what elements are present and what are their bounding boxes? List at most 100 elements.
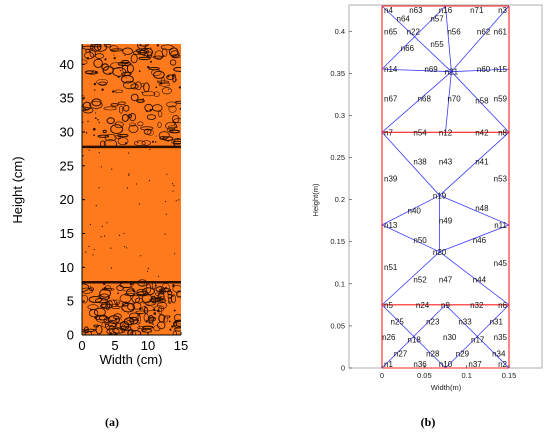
speck-mark <box>132 289 135 293</box>
contour-mark <box>165 121 177 130</box>
speck-mark <box>98 121 100 124</box>
speck-mark <box>165 286 167 289</box>
x-tick-label: 0 <box>380 371 384 380</box>
contour-mark <box>82 329 86 335</box>
contour-mark <box>168 129 181 134</box>
speck-mark <box>169 328 172 331</box>
y-tick-label: 0.35 <box>330 69 345 78</box>
speck-mark <box>86 57 90 60</box>
speck-mark <box>140 255 142 257</box>
node-label-n30: n30 <box>443 333 457 342</box>
speck-mark <box>154 141 157 143</box>
contour-mark <box>121 113 129 123</box>
speck-mark <box>88 245 90 248</box>
speck-mark <box>153 288 155 290</box>
speck-mark <box>171 183 174 185</box>
contour-mark <box>82 106 90 112</box>
speck-mark <box>87 328 89 330</box>
contour-mark <box>89 44 102 52</box>
y-tick-label: 0.4 <box>335 27 345 36</box>
panel-b-plot-frame <box>348 4 543 369</box>
speck-mark <box>155 284 157 287</box>
mesh-line-n8-n21 <box>451 71 510 133</box>
contour-mark <box>118 101 126 106</box>
speck-mark <box>94 117 97 119</box>
speck-mark <box>145 320 148 323</box>
mesh-line-n6-n20 <box>439 251 510 306</box>
speck-mark <box>167 140 169 142</box>
speck-mark <box>116 303 119 306</box>
speck-mark <box>89 285 91 287</box>
contour-mark <box>172 73 177 83</box>
contour-mark <box>128 124 139 134</box>
y-tick-label: 0 <box>67 328 74 343</box>
speck-mark <box>112 90 115 93</box>
node-label-n44: n44 <box>473 276 487 285</box>
contour-mark <box>117 61 132 66</box>
speck-mark <box>97 119 99 121</box>
speck-mark <box>150 60 152 63</box>
x-tick-label: 0.15 <box>502 371 517 380</box>
contour-mark <box>118 105 124 114</box>
node-label-n6: n6 <box>498 301 507 310</box>
mesh-line-n8-n19 <box>439 131 510 196</box>
speck-mark <box>173 309 176 312</box>
speck-mark <box>93 82 97 86</box>
speck-mark <box>133 302 135 304</box>
mesh-line-n13-n19 <box>381 195 440 226</box>
speck-mark <box>138 313 141 315</box>
node-label-n36: n36 <box>413 360 427 369</box>
contour-mark <box>108 324 115 335</box>
contour-mark <box>158 314 166 323</box>
speck-mark <box>147 54 149 56</box>
speck-mark <box>111 168 113 170</box>
node-label-n58: n58 <box>475 96 489 105</box>
speck-mark <box>87 120 89 123</box>
panel-a-caption: (a) <box>105 415 119 429</box>
speck-mark <box>155 86 158 88</box>
node-label-n19: n19 <box>433 191 447 200</box>
node-label-n22: n22 <box>407 27 421 36</box>
speck-mark <box>175 200 177 202</box>
x-tick-label: 5 <box>111 338 118 353</box>
speck-mark <box>178 86 181 89</box>
node-label-n45: n45 <box>494 259 508 268</box>
speck-mark <box>103 307 105 309</box>
band-top <box>82 44 181 149</box>
speck-mark <box>166 173 168 175</box>
speck-mark <box>82 155 84 157</box>
contour-mark <box>146 114 157 120</box>
contour-mark <box>157 111 163 118</box>
contour-mark <box>89 100 103 109</box>
node-label-n49: n49 <box>439 217 453 226</box>
speck-mark <box>165 213 167 215</box>
contour-mark <box>104 44 112 48</box>
panel-b-x-axis-label: Width(m) <box>431 383 462 392</box>
speck-mark <box>164 233 166 235</box>
speck-mark <box>113 54 115 56</box>
mesh-line-n4-n21 <box>381 5 452 72</box>
speck-mark <box>93 127 96 131</box>
speck-mark <box>172 190 174 192</box>
speck-mark <box>118 234 121 236</box>
speck-mark <box>136 141 139 144</box>
speck-mark <box>92 330 95 332</box>
contour-mark <box>133 140 146 146</box>
node-label-n39: n39 <box>384 175 398 184</box>
mesh-line-n11-n19 <box>439 195 510 226</box>
speck-mark <box>148 321 151 324</box>
speck-mark <box>93 248 95 251</box>
node-label-n25: n25 <box>391 318 405 327</box>
contour-mark <box>121 302 136 313</box>
speck-mark <box>128 173 130 175</box>
node-label-n27: n27 <box>394 350 408 359</box>
speck-mark <box>104 235 106 237</box>
contour-mark <box>148 67 160 71</box>
node-label-n14: n14 <box>384 65 398 74</box>
node-label-n65: n65 <box>384 27 398 36</box>
contour-mark <box>172 284 181 293</box>
speck-mark <box>108 72 112 75</box>
contour-mark <box>114 89 124 93</box>
contour-mark <box>171 294 176 304</box>
speck-mark <box>153 308 156 312</box>
